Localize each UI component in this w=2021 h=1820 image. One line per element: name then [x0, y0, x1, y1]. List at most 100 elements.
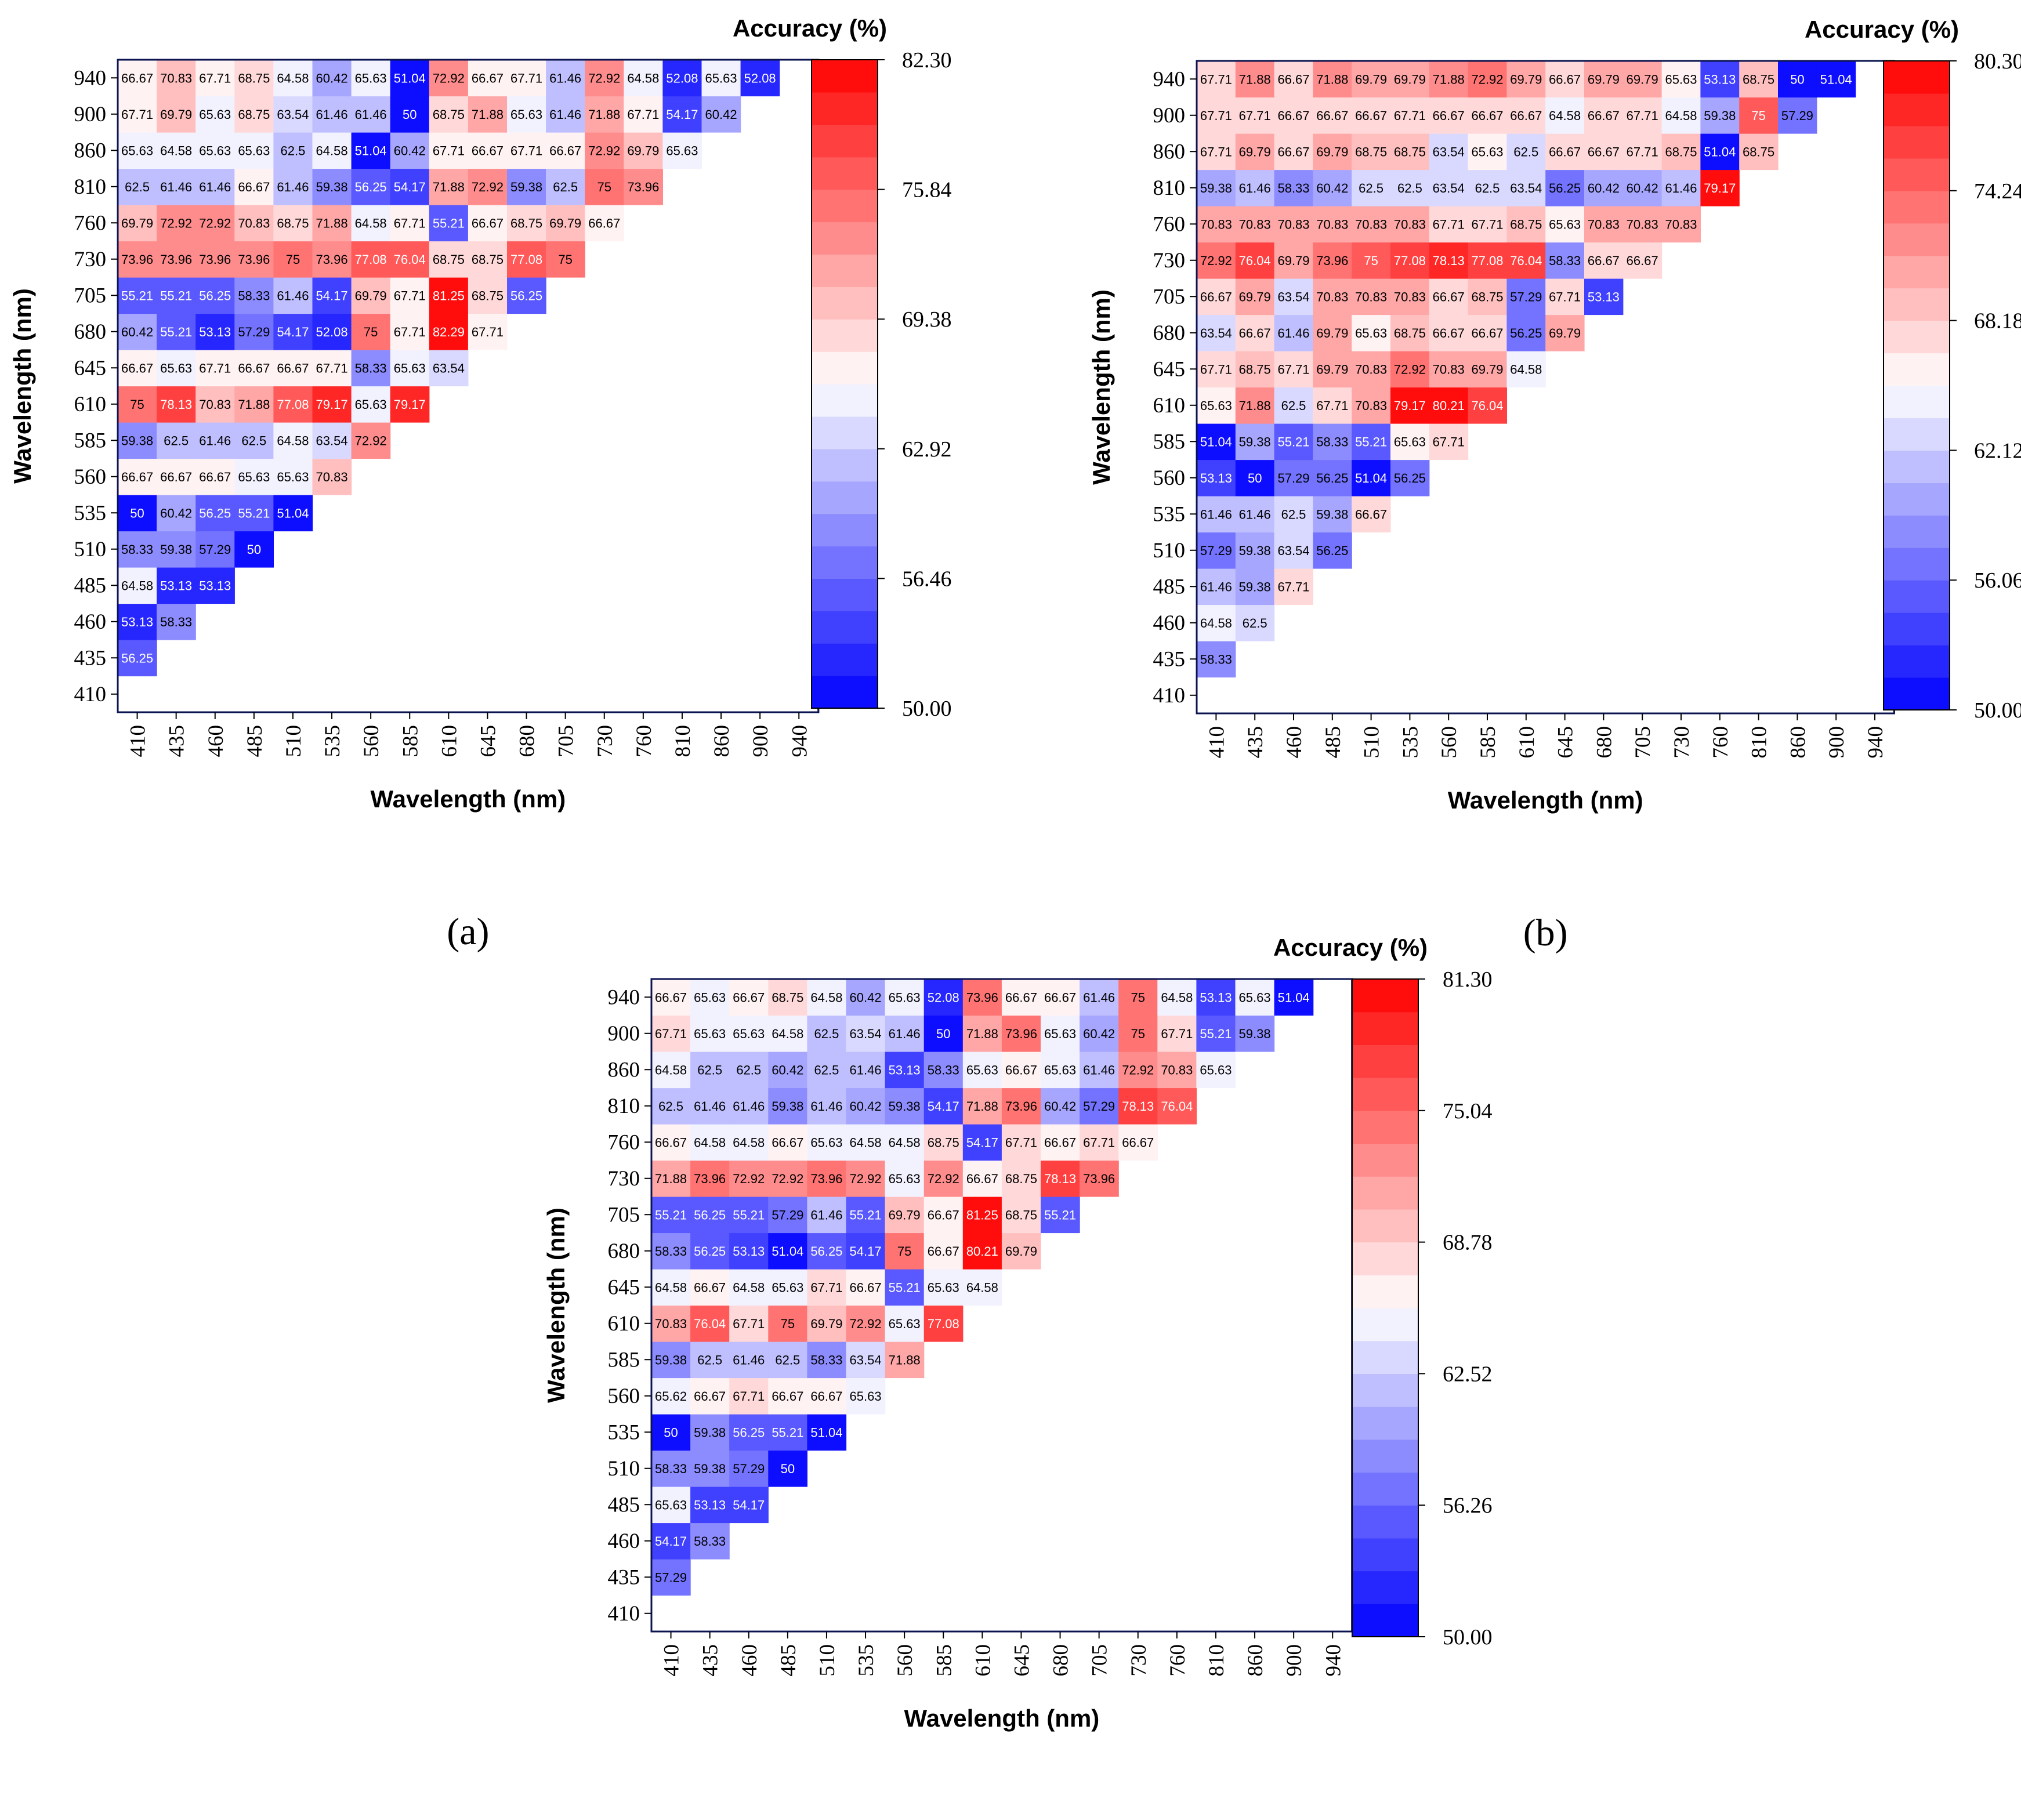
- x-tick-label: 705: [555, 725, 578, 757]
- y-tick-label: 760: [74, 211, 107, 235]
- heatmap-cell: [507, 277, 546, 314]
- cell-value-label: 71.88: [472, 107, 504, 122]
- cell-value-label: 66.67: [1044, 990, 1076, 1005]
- cell-value-label: 72.92: [772, 1172, 803, 1186]
- heatmap-cell: [923, 1052, 964, 1089]
- heatmap-cell: [273, 350, 313, 387]
- colorbar: [811, 59, 878, 709]
- heatmap-cell: [1041, 1052, 1080, 1089]
- cell-value-label: 59.38: [1704, 108, 1736, 123]
- heatmap-cell: [1235, 133, 1275, 171]
- heatmap-cell: [807, 1305, 847, 1342]
- cell-value-label: 58.33: [928, 1063, 959, 1077]
- heatmap-cell: [1352, 387, 1391, 424]
- heatmap-cell: [1197, 423, 1236, 461]
- heatmap-cell: [1197, 314, 1236, 351]
- heatmap-cell: [118, 386, 157, 423]
- x-tick-label: 760: [1709, 726, 1733, 759]
- cell-value-label: 65.63: [705, 71, 737, 85]
- cell-value-label: 76.04: [694, 1317, 726, 1331]
- cell-value-label: 67.71: [1083, 1135, 1115, 1150]
- heatmap-cell: [1584, 133, 1624, 171]
- heatmap-cell: [157, 96, 196, 133]
- heatmap-cell: [1700, 133, 1740, 171]
- x-tick-label: 645: [1554, 726, 1578, 759]
- y-tick-label: 705: [608, 1203, 640, 1227]
- cell-value-label: 66.67: [1277, 108, 1309, 123]
- heatmap-cell: [662, 132, 702, 169]
- heatmap-cell: [118, 241, 157, 278]
- heatmap-cell: [1080, 1015, 1119, 1052]
- cell-value-label: 78.13: [1044, 1172, 1076, 1186]
- colorbar-segment: [1352, 1373, 1418, 1407]
- heatmap-cell: [273, 168, 313, 205]
- cell-value-label: 65.63: [238, 470, 270, 484]
- cell-value-label: 59.38: [694, 1425, 726, 1440]
- colorbar-segment: [1352, 1472, 1418, 1506]
- cell-value-label: 66.67: [1355, 507, 1387, 521]
- cell-value-label: 60.42: [850, 1099, 882, 1114]
- cell-value-label: 69.79: [1316, 326, 1348, 340]
- cell-value-label: 70.83: [1355, 289, 1387, 304]
- heatmap-cell: [846, 1124, 886, 1161]
- heatmap-cell: [1197, 496, 1236, 533]
- y-tick-label: 730: [608, 1167, 640, 1191]
- heatmap-cell: [1235, 423, 1275, 461]
- heatmap-cell: [468, 168, 508, 205]
- heatmap-cell: [1197, 206, 1236, 243]
- cell-value-label: 61.46: [810, 1208, 842, 1222]
- cell-value-label: 51.04: [810, 1425, 842, 1440]
- colorbar-title: Accuracy (%): [733, 14, 887, 42]
- heatmap-cell: [729, 1197, 769, 1234]
- colorbar-segment: [1352, 1143, 1418, 1177]
- cell-value-label: 64.58: [655, 1063, 687, 1077]
- heatmap-cell: [1584, 206, 1624, 243]
- heatmap-cell: [807, 979, 847, 1016]
- y-tick-label: 940: [74, 66, 107, 90]
- cell-value-label: 65.63: [889, 1172, 921, 1186]
- heatmap-cell: [1313, 496, 1352, 533]
- heatmap-cell: [1235, 97, 1275, 134]
- heatmap-cell: [195, 531, 235, 568]
- heatmap-cell: [1429, 169, 1469, 206]
- cell-value-label: 65.63: [394, 361, 426, 375]
- cell-value-label: 59.38: [1239, 543, 1271, 558]
- heatmap-cell: [1313, 387, 1352, 424]
- cell-value-label: 67.71: [510, 143, 542, 158]
- heatmap-cell: [1545, 97, 1585, 134]
- x-tick-label: 560: [893, 1644, 917, 1677]
- cell-value-label: 68.75: [238, 71, 270, 85]
- cell-value-label: 61.46: [1083, 990, 1115, 1005]
- cell-value-label: 65.63: [1044, 1063, 1076, 1077]
- x-tick-label: 705: [1631, 726, 1655, 759]
- cell-value-label: 56.25: [510, 288, 542, 303]
- cell-value-label: 66.67: [1239, 326, 1271, 340]
- cell-value-label: 57.29: [772, 1208, 803, 1222]
- heatmap-cell: [729, 1342, 769, 1379]
- cell-value-label: 54.17: [655, 1534, 687, 1549]
- cell-value-label: 72.92: [928, 1172, 959, 1186]
- y-tick-label: 645: [608, 1275, 640, 1299]
- colorbar-segment: [812, 60, 878, 93]
- heatmap-cell: [729, 1052, 769, 1089]
- heatmap-cell: [690, 1487, 730, 1524]
- cell-value-label: 70.83: [1239, 217, 1271, 231]
- heatmap-cell: [1313, 242, 1352, 279]
- heatmap-cell: [118, 640, 157, 677]
- heatmap-cell: [585, 60, 624, 97]
- heatmap-cell: [1080, 1087, 1119, 1125]
- heatmap-cell: [195, 567, 235, 604]
- cell-value-label: 72.92: [850, 1317, 882, 1331]
- cell-value-label: 67.71: [1005, 1135, 1037, 1150]
- heatmap-cell: [1118, 1052, 1158, 1089]
- cell-value-label: 72.92: [472, 180, 504, 194]
- heatmap-cell: [1622, 61, 1663, 98]
- x-tick-label: 460: [1283, 726, 1306, 759]
- heatmap-cell: [273, 422, 313, 459]
- cell-value-label: 58.33: [238, 288, 270, 303]
- cell-value-label: 66.67: [238, 361, 270, 375]
- cell-value-label: 72.92: [1471, 72, 1503, 86]
- heatmap-cell: [273, 458, 313, 495]
- cell-value-label: 80.21: [966, 1244, 998, 1259]
- cell-value-label: 72.92: [355, 433, 387, 448]
